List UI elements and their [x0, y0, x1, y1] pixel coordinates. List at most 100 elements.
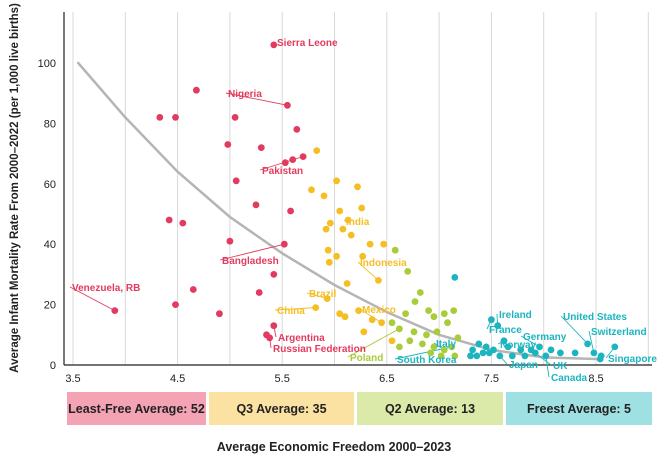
- annotation-leader: [219, 243, 285, 261]
- data-point: [312, 304, 320, 311]
- data-point: [444, 319, 451, 327]
- annotation-label: Nigeria: [228, 89, 262, 100]
- data-point: [437, 352, 445, 360]
- data-point: [284, 101, 291, 109]
- quartile-band: Freest Average: 5: [506, 392, 652, 425]
- data-point: [427, 349, 435, 357]
- data-point: [347, 231, 355, 239]
- data-point: [224, 141, 232, 148]
- gridlines: [72, 12, 649, 365]
- annotation-label: China: [277, 306, 305, 317]
- annotation-leader: [69, 286, 116, 312]
- data-point: [360, 328, 368, 336]
- annotation-label: Bangladesh: [222, 256, 279, 267]
- data-point: [451, 352, 459, 360]
- x-tick-label: 8.5: [588, 373, 603, 385]
- data-point: [479, 349, 487, 357]
- x-tick-label: 3.5: [65, 373, 80, 385]
- annotation-label: Venezuela, RB: [72, 283, 140, 294]
- data-point: [216, 310, 223, 318]
- data-point: [430, 343, 438, 351]
- data-point: [359, 252, 367, 260]
- data-point: [189, 286, 197, 293]
- data-point: [433, 328, 441, 336]
- annotation-label: United States: [563, 312, 627, 323]
- annotation-leader: [225, 92, 288, 106]
- data-point: [336, 207, 344, 215]
- data-point: [280, 240, 288, 248]
- annotation-label: South Korea: [397, 355, 457, 366]
- data-point: [590, 349, 598, 357]
- data-point: [611, 343, 619, 351]
- data-point: [388, 337, 396, 345]
- x-tick-label: 5.5: [275, 373, 290, 385]
- data-point: [193, 86, 200, 94]
- data-point: [336, 310, 344, 318]
- scatter-chart: 3.5 4.5 5.5 6.5 7.5 8.5 0 20 40 60 80 100 Sierra Le…: [9, 3, 657, 385]
- annotation-leader: [560, 315, 588, 345]
- data-point: [419, 340, 426, 348]
- x-tick-label: 6.5: [379, 373, 394, 385]
- data-point: [451, 274, 459, 281]
- data-point: [521, 352, 529, 360]
- x-axis-label: Average Economic Freedom 2000–2023: [216, 440, 452, 454]
- data-point: [255, 289, 263, 296]
- data-point: [172, 114, 179, 121]
- data-point: [396, 325, 403, 333]
- data-point: [500, 337, 508, 345]
- data-point: [584, 340, 591, 348]
- annotation-label: Ireland: [499, 310, 532, 321]
- annotation-label: Switzerland: [591, 327, 647, 338]
- annotation-label: Germany: [523, 332, 567, 343]
- data-point: [410, 328, 418, 336]
- data-point: [270, 41, 278, 49]
- annotation-label: Norway: [500, 340, 537, 351]
- data-point: [308, 186, 315, 194]
- data-point: [165, 216, 173, 224]
- quartile-band: Least-Free Average: 52: [67, 392, 206, 425]
- data-point: [496, 352, 504, 360]
- annotation-label: Japan: [509, 360, 538, 371]
- data-point: [378, 319, 385, 327]
- data-point: [299, 153, 307, 161]
- y-tick-label: 0: [50, 360, 56, 372]
- annotation-label: Singapore: [608, 354, 657, 365]
- axes: 3.5 4.5 5.5 6.5 7.5 8.5 0 20 40 60 80 100: [38, 12, 652, 385]
- data-point: [571, 349, 579, 357]
- data-point: [323, 295, 331, 302]
- data-point: [467, 352, 474, 360]
- annotation-leader: [520, 335, 540, 348]
- annotation-label: India: [346, 217, 370, 228]
- data-point: [411, 298, 419, 305]
- data-point: [517, 346, 525, 354]
- annotation-label: Russian Federation: [273, 344, 366, 355]
- data-point: [270, 322, 278, 330]
- data-point: [531, 349, 539, 357]
- annotation-labels: Sierra Leone Nigeria Pakistan Bangladesh Ven…: [72, 38, 657, 384]
- data-point: [482, 343, 490, 351]
- data-point: [557, 349, 564, 357]
- data-point: [313, 147, 321, 155]
- data-point: [270, 271, 278, 278]
- data-point: [326, 219, 334, 227]
- annotation-leader: [347, 328, 400, 358]
- annotation-label: Mexico: [362, 305, 396, 316]
- data-point: [368, 316, 376, 324]
- data-point: [325, 258, 333, 266]
- x-tick-label: 7.5: [484, 373, 499, 385]
- data-point: [450, 307, 458, 314]
- annotation-leader: [274, 307, 316, 311]
- data-point: [333, 177, 340, 185]
- data-point: [252, 201, 260, 209]
- annotation-label: Poland: [350, 353, 383, 364]
- data-point: [281, 159, 289, 167]
- annotation-leader: [359, 308, 382, 324]
- data-point: [547, 346, 555, 354]
- data-point: [293, 125, 301, 133]
- quartile-band: Q2 Average: 13: [357, 392, 503, 425]
- data-point: [406, 337, 414, 345]
- data-points: [111, 41, 619, 363]
- quartile-band: Q3 Average: 35: [209, 392, 354, 425]
- data-point: [536, 343, 543, 351]
- annotation-leader: [545, 355, 550, 378]
